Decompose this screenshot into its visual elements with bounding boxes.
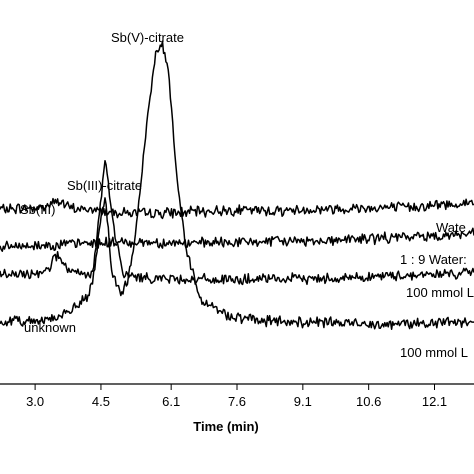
series-line-0: [0, 197, 474, 220]
x-tick-label: 7.6: [228, 394, 246, 409]
series-label-mmol-1: 100 mmol L: [406, 285, 474, 300]
series-line-3: [0, 40, 474, 331]
annotation-sb3-citrate: Sb(III)-citrate: [67, 178, 142, 193]
x-tick-label: 3.0: [26, 394, 44, 409]
annotation-unknown: unknown: [24, 320, 76, 335]
x-tick-label: 10.6: [356, 394, 381, 409]
series-line-1: [0, 227, 474, 252]
annotation-sb3: Sb(III): [20, 202, 55, 217]
series-label-mmol-2: 100 mmol L: [400, 345, 468, 360]
annotation-sb5-citrate: Sb(V)-citrate: [111, 30, 184, 45]
x-tick-label: 4.5: [92, 394, 110, 409]
x-tick-label: 9.1: [294, 394, 312, 409]
series-label-water-mix: 1 : 9 Water:: [400, 252, 467, 267]
series-line-2: [0, 159, 474, 286]
x-axis-title: Time (min): [193, 419, 259, 434]
x-tick-label: 12.1: [422, 394, 447, 409]
series-label-water: Wate: [436, 220, 466, 235]
x-axis-ticks: 3.0 4.5 6.1 7.6 9.1 10.6 12.1: [26, 384, 447, 409]
chromatogram-traces: [0, 40, 474, 331]
x-tick-label: 6.1: [162, 394, 180, 409]
